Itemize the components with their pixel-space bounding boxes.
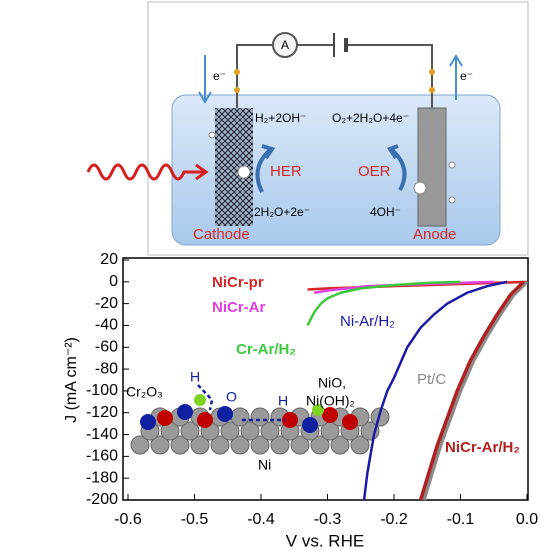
series-line	[422, 280, 529, 501]
bubble	[208, 131, 216, 139]
inset-label: Ni	[258, 457, 271, 473]
x-tick-label: -0.4	[247, 511, 275, 528]
x-tick-label: -0.6	[114, 511, 142, 528]
inset-label: H	[190, 369, 200, 385]
x-tick-label: -0.1	[447, 511, 475, 528]
bubble	[237, 165, 251, 179]
y-tick-label: -40	[95, 317, 118, 334]
light-wave	[86, 163, 209, 181]
y-axis-label: J (mA cm⁻²)	[63, 337, 80, 423]
atom	[250, 435, 270, 455]
series-label: NiCr-Ar	[212, 299, 265, 316]
inset-label: Ni(OH)₂	[306, 393, 355, 409]
bond	[197, 384, 285, 422]
oer-arrow	[386, 144, 407, 191]
series-label: Cr-Ar/H₂	[236, 341, 296, 358]
x-tick-label: 0.0	[516, 511, 538, 528]
atom	[230, 407, 250, 427]
connector	[429, 87, 435, 93]
atom	[140, 414, 156, 430]
atom	[350, 435, 370, 455]
y-tick-label: -140	[86, 426, 118, 443]
her-label: HER	[270, 163, 302, 180]
series-label: Ni-Ar/H₂	[340, 313, 395, 330]
atom	[177, 404, 193, 420]
atom	[342, 414, 358, 430]
atom	[250, 407, 270, 427]
series-label: Pt/C	[417, 371, 446, 388]
atom	[220, 421, 240, 441]
y-tick-label: -100	[86, 382, 118, 399]
atom	[180, 421, 200, 441]
reaction: O₂+2H₂O+4e⁻	[332, 111, 409, 125]
reaction: 2H₂O+2e⁻	[254, 205, 310, 219]
atom	[312, 404, 324, 416]
atom	[170, 435, 190, 455]
anode-label: Anode	[413, 226, 456, 243]
series-line	[306, 280, 461, 327]
chart: 20 0 -20 -40 -60 -80 -100 -120 -140 -160 -180 -200 -…	[63, 251, 538, 550]
x-tick-label: -0.3	[314, 511, 342, 528]
y-tick-label: 20	[100, 251, 118, 268]
atom	[217, 406, 233, 422]
y-tick-label: -180	[86, 469, 118, 486]
atom	[322, 407, 338, 423]
atom	[157, 410, 173, 426]
y-tick-label: -200	[86, 491, 118, 508]
atom	[230, 435, 250, 455]
inset-label: O	[226, 389, 237, 405]
plot-frame	[122, 257, 529, 501]
atom	[190, 435, 210, 455]
y-tick-label: -160	[86, 448, 118, 465]
connector	[234, 87, 240, 93]
reaction: H₂+2OH⁻	[255, 111, 306, 125]
connector	[234, 69, 240, 75]
y-tick-label: -20	[95, 295, 118, 312]
ammeter-label: A	[281, 38, 289, 52]
series-line	[418, 280, 525, 501]
electron-label: e⁻	[460, 69, 473, 83]
atom	[270, 435, 290, 455]
atom	[194, 394, 206, 406]
atom	[260, 421, 280, 441]
ammeter	[272, 32, 298, 58]
inset-label: H	[278, 393, 288, 409]
diagram: A e⁻ e⁻ H₂+2OH⁻ O₂+2H₂O+4e⁻ HER OER 2H₂O…	[86, 1, 529, 256]
reaction: 4OH⁻	[370, 205, 401, 219]
y-tick-label: -60	[95, 338, 118, 355]
bubble	[413, 181, 427, 195]
atom	[197, 412, 213, 428]
electron-label: e⁻	[213, 69, 226, 83]
oer-label: OER	[358, 163, 391, 180]
atom	[290, 435, 310, 455]
bubble	[448, 196, 456, 204]
atom	[150, 435, 170, 455]
x-tick-label: -0.5	[181, 511, 209, 528]
series-label: NiCr-pr	[212, 274, 264, 291]
y-tick-label: 0	[109, 273, 118, 290]
series-label: NiCr-Ar/H₂	[445, 439, 520, 456]
connector	[429, 69, 435, 75]
cathode-label: Cathode	[193, 226, 250, 243]
atom	[210, 435, 230, 455]
atom	[240, 421, 260, 441]
bubble	[448, 161, 456, 169]
anode-electrode	[417, 107, 447, 227]
x-tick-label: -0.2	[380, 511, 408, 528]
atom	[130, 435, 150, 455]
atom	[282, 412, 298, 428]
her-arrow	[255, 144, 276, 193]
y-tick-label: -120	[86, 404, 118, 421]
inset-label: NiO,	[318, 375, 346, 391]
atom	[310, 435, 330, 455]
inset-label: Cr₂O₃	[126, 384, 163, 400]
atom	[330, 435, 350, 455]
atom	[302, 417, 318, 433]
x-axis-label: V vs. RHE	[286, 531, 364, 550]
y-tick-label: -80	[95, 360, 118, 377]
electron-arrow	[198, 55, 212, 104]
electron-arrow	[449, 54, 463, 100]
series-line	[362, 280, 508, 501]
